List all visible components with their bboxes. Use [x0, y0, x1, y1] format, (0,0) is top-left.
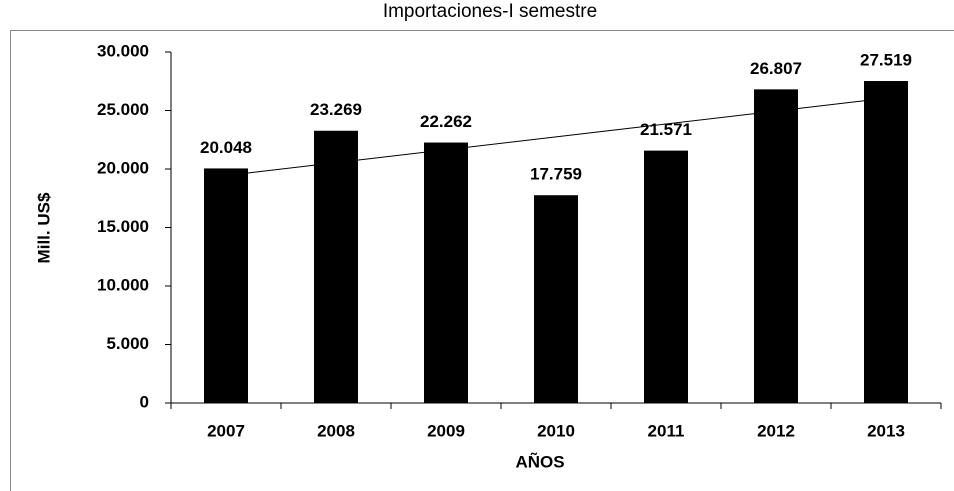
- y-tick-label: 25.000: [97, 100, 149, 119]
- bar: [314, 130, 358, 404]
- y-axis-label: Mill. US$: [34, 192, 53, 263]
- x-tick-label: 2009: [427, 421, 465, 440]
- value-label: 26.807: [750, 59, 802, 78]
- value-label: 22.262: [420, 112, 472, 131]
- bar: [644, 150, 688, 403]
- x-tick-label: 2013: [867, 421, 905, 440]
- x-tick-label: 2008: [317, 421, 355, 440]
- bar: [754, 89, 798, 404]
- bar: [204, 168, 248, 403]
- y-tick-label: 10.000: [97, 275, 149, 294]
- y-tick-label: 30.000: [97, 41, 149, 60]
- chart-frame: [10, 30, 954, 491]
- x-tick-label: 2011: [648, 421, 685, 440]
- y-tick-label: 5.000: [106, 334, 149, 353]
- x-tick-label: 2012: [757, 421, 795, 440]
- y-tick-label: 15.000: [97, 217, 149, 236]
- x-tick-label: 2010: [537, 421, 575, 440]
- y-tick-label: 0: [140, 392, 149, 411]
- y-tick-label: 20.000: [97, 158, 149, 177]
- chart-title: Importaciones-I semestre: [383, 1, 597, 22]
- x-tick-label: 2007: [207, 421, 245, 440]
- value-label: 21.571: [640, 120, 692, 139]
- bar: [864, 81, 908, 403]
- value-label: 23.269: [310, 100, 362, 119]
- x-axis-label: AÑOS: [515, 451, 564, 471]
- trend-line: [247, 100, 865, 174]
- value-label: 20.048: [200, 138, 252, 157]
- bar: [424, 142, 468, 403]
- value-label: 27.519: [860, 51, 912, 70]
- bar: [534, 195, 578, 403]
- value-label: 17.759: [530, 165, 582, 184]
